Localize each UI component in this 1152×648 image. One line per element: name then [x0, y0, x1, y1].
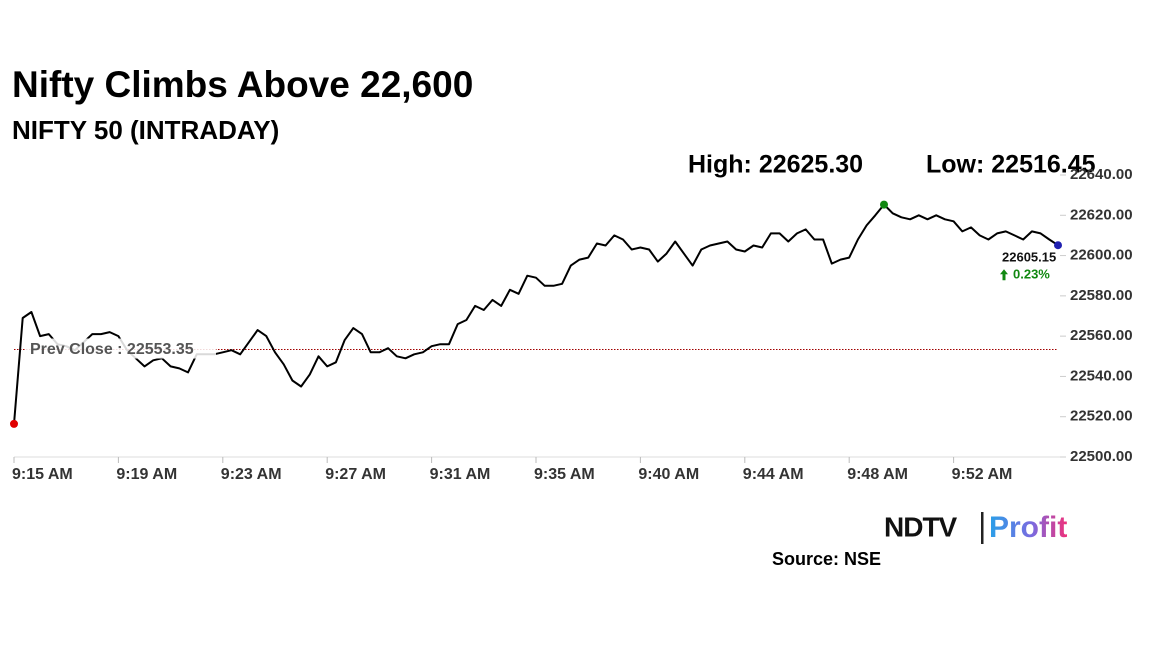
x-tick-label: 9:35 AM [534, 466, 595, 483]
x-tick-label: 9:23 AM [221, 466, 282, 483]
y-tick-label: 22600.00 [1070, 247, 1133, 264]
y-tick-label: 22540.00 [1070, 367, 1133, 384]
subtitle: NIFTY 50 (INTRADAY) [12, 115, 279, 145]
x-tick-label: 9:27 AM [325, 466, 386, 483]
y-tick-label: 22580.00 [1070, 287, 1133, 304]
x-tick-label: 9:48 AM [847, 466, 908, 483]
source: Source: NSE [772, 549, 881, 569]
x-tick-label: 9:15 AM [12, 466, 73, 483]
y-tick-label: 22500.00 [1070, 448, 1133, 465]
change-arrow [1000, 269, 1008, 281]
logo-ndtv: NDTV [884, 511, 958, 542]
x-tick-label: 9:31 AM [430, 466, 491, 483]
logo-profit: Profit [989, 511, 1067, 544]
x-tick-label: 9:52 AM [952, 466, 1013, 483]
x-tick-label: 9:19 AM [116, 466, 177, 483]
start-marker [10, 419, 18, 428]
y-tick-label: 22520.00 [1070, 408, 1133, 425]
end-marker [1054, 241, 1062, 250]
high-label: High: 22625.30 [688, 151, 863, 179]
x-tick-label: 9:40 AM [638, 466, 699, 483]
high-marker [880, 200, 888, 209]
x-tick-label: 9:44 AM [743, 466, 804, 483]
reference-label-bg [26, 338, 216, 359]
plot-area: 9:15 AM 9:19 AM 9:23 AM 9:27 AM 9:31 AM 9:35 … [10, 166, 1133, 483]
y-tick-label: 22620.00 [1070, 206, 1133, 223]
low-label: Low: 22516.45 [926, 151, 1096, 179]
y-tick-label: 22560.00 [1070, 327, 1133, 344]
logo-separator [981, 512, 984, 544]
chart-title: Nifty Climbs Above 22,600 [12, 64, 473, 105]
change-label: 0.23% [1013, 267, 1050, 282]
y-tick-label: 22640.00 [1070, 166, 1133, 183]
last-value-label: 22605.15 [1002, 250, 1056, 265]
reference-label: Prev Close : 22553.35 [30, 341, 194, 358]
